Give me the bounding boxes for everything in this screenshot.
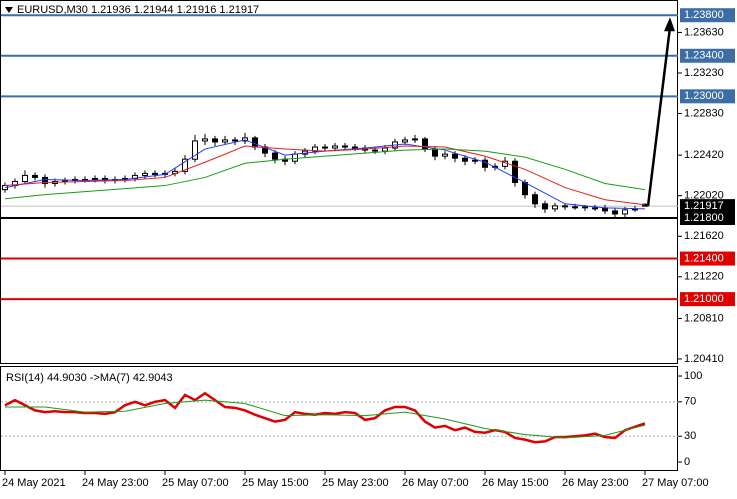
y-tick-label: 1.23630 — [684, 26, 724, 38]
candle-body — [452, 153, 458, 159]
level-label-box — [680, 292, 735, 307]
current-price-label: 1.21917 — [684, 200, 724, 212]
x-tick-label: 24 May 23:00 — [82, 477, 149, 489]
candle-body — [292, 153, 298, 162]
candle-body — [342, 145, 348, 148]
candle-body — [472, 159, 478, 162]
level-label-box — [680, 89, 735, 104]
menu-arrow — [5, 7, 13, 13]
level-label: 1.23000 — [684, 90, 724, 102]
rsi-ma-line — [5, 399, 646, 439]
rsi-panel — [0, 366, 678, 471]
y-tick-label: 100 — [684, 370, 702, 382]
candle-body — [542, 203, 548, 210]
candle-body — [592, 207, 598, 210]
candle-body — [402, 139, 408, 143]
candle-body — [432, 148, 438, 157]
rsi-title: RSI(14) 44.9030 ->MA(7) 42.9043 — [6, 372, 173, 384]
forecast-arrowhead — [664, 17, 675, 32]
candle-body — [312, 146, 318, 152]
candle-body — [512, 160, 518, 184]
candle-body — [222, 139, 228, 143]
x-tick-label: 27 May 07:00 — [642, 477, 709, 489]
candle-body — [462, 157, 468, 162]
y-tick-label: 1.22020 — [684, 190, 724, 202]
candle-body — [382, 147, 388, 152]
level-label: 1.23400 — [684, 50, 724, 62]
candle-body — [192, 140, 198, 160]
chart-title: EURUSD,M30 1.21936 1.21944 1.21916 1.219… — [17, 4, 259, 16]
y-tick-label: 1.20810 — [684, 312, 724, 324]
candle-body — [92, 177, 98, 180]
candle-body — [232, 139, 238, 142]
level-label: 1.21400 — [684, 252, 724, 264]
level-label: 1.21000 — [684, 293, 724, 305]
candle-body — [552, 205, 558, 210]
x-tick-label: 26 May 23:00 — [562, 477, 629, 489]
x-tick-label: 26 May 15:00 — [482, 477, 549, 489]
level-label-box — [680, 48, 735, 63]
level-label: 1.23800 — [684, 9, 724, 21]
rsi-line — [4, 391, 646, 444]
y-tick-label: 30 — [684, 430, 696, 442]
level-label-box — [680, 8, 735, 23]
main-panel — [0, 0, 678, 364]
candle-body — [562, 205, 568, 208]
candle-body — [32, 174, 38, 178]
candle-body — [522, 182, 528, 196]
current-price-box — [680, 199, 735, 214]
moving-average — [4, 145, 646, 206]
candle-body — [422, 138, 428, 150]
y-tick-label: 70 — [684, 396, 696, 408]
candle-body — [412, 138, 418, 141]
level-label-box — [680, 211, 735, 226]
moving-average — [4, 148, 646, 200]
candle-body — [212, 138, 218, 143]
candle-body — [352, 146, 358, 149]
y-tick-label: 0 — [684, 456, 690, 468]
candle-body — [572, 206, 578, 209]
candle-body — [532, 194, 538, 205]
candle-body — [62, 179, 68, 183]
level-label: 1.21800 — [684, 212, 724, 224]
candle-body — [322, 146, 328, 149]
x-tick-label: 25 May 23:00 — [322, 477, 389, 489]
candle-body — [182, 158, 188, 172]
candle-body — [142, 172, 148, 176]
candle-body — [622, 209, 628, 215]
y-tick-label: 1.22830 — [684, 107, 724, 119]
forecast-arrow — [646, 27, 672, 207]
y-tick-label: 1.23230 — [684, 67, 724, 79]
candle-body — [22, 174, 28, 182]
candle-body — [582, 206, 588, 209]
candle-body — [442, 153, 448, 157]
candle-body — [272, 152, 278, 160]
candle-body — [252, 137, 258, 148]
level-label-box — [680, 251, 735, 266]
candle-body — [202, 138, 208, 142]
candle-body — [612, 210, 618, 215]
y-tick-label: 1.22420 — [684, 149, 724, 161]
candle-body — [152, 172, 158, 175]
y-tick-label: 1.21620 — [684, 230, 724, 242]
x-tick-label: 26 May 07:00 — [402, 477, 469, 489]
x-tick-label: 25 May 07:00 — [162, 477, 229, 489]
y-tick-label: 1.21220 — [684, 271, 724, 283]
candle-body — [332, 145, 338, 149]
x-tick-label: 25 May 15:00 — [242, 477, 309, 489]
x-tick-label: 24 May 2021 — [2, 477, 66, 489]
candle-body — [372, 149, 378, 152]
y-tick-label: 1.20410 — [684, 353, 724, 365]
